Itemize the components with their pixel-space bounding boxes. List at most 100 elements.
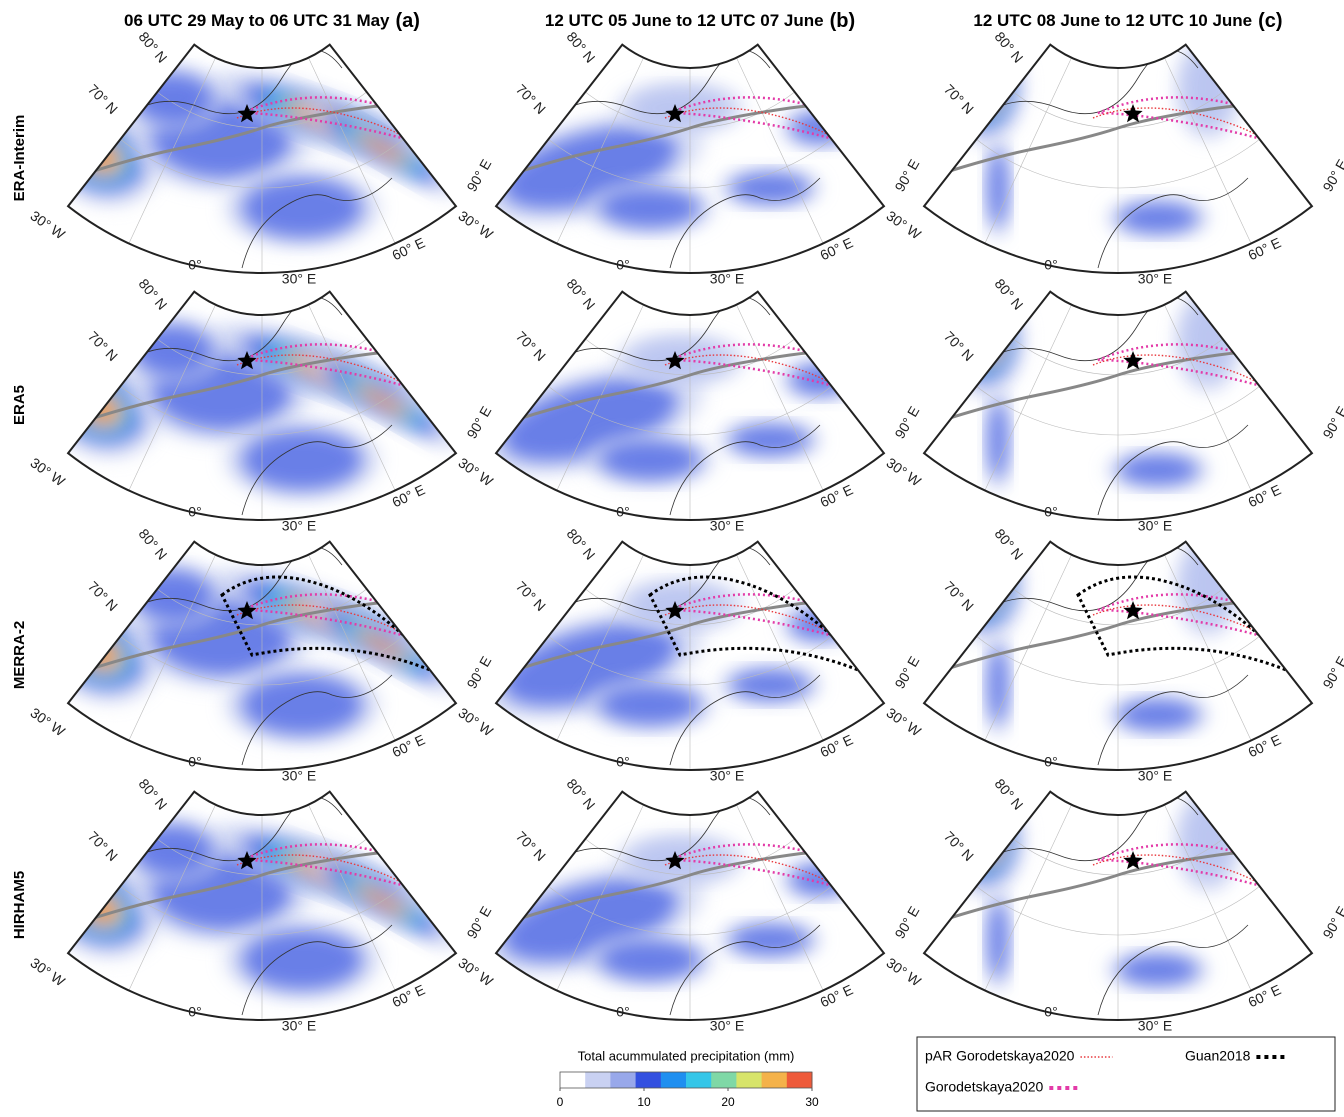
map-label: 90° E xyxy=(891,403,922,441)
map-label: 30° W xyxy=(27,704,68,740)
station-star xyxy=(1123,351,1143,370)
map-label: 30° W xyxy=(27,454,68,490)
map-label: 0° xyxy=(188,504,201,520)
station-star xyxy=(1123,601,1143,620)
map-label: 30° E xyxy=(710,1018,744,1034)
map-content xyxy=(68,291,456,520)
map-label: 70° N xyxy=(513,828,549,864)
graticule xyxy=(924,44,1312,189)
coastline xyxy=(669,674,821,766)
map-label: 30° E xyxy=(710,768,744,784)
map-label: 80° N xyxy=(136,526,171,563)
precip-core xyxy=(988,400,1008,480)
map-label: 30° E xyxy=(1138,518,1172,534)
precip-core xyxy=(132,325,212,375)
station-star xyxy=(237,351,257,370)
map-frame xyxy=(66,43,458,274)
map-content xyxy=(496,541,884,770)
map-label: 70° N xyxy=(941,328,977,364)
map-label: 30° E xyxy=(1138,271,1172,287)
colorbar-swatch xyxy=(560,1072,586,1088)
map-label: 90° E xyxy=(891,903,922,941)
precip-core xyxy=(1269,354,1307,386)
map-label: 80° N xyxy=(992,776,1027,813)
colorbar-tick-label: 0 xyxy=(557,1095,564,1109)
map-panel: 80° N70° N30° W0°30° E60° E90° E xyxy=(883,276,1344,534)
graticule xyxy=(924,291,1312,436)
map-panel: 80° N70° N30° W0°30° E60° E90° E xyxy=(883,776,1344,1034)
map-label: 30° E xyxy=(282,518,316,534)
graticule xyxy=(68,44,456,189)
map-frame xyxy=(494,540,886,771)
map-panel: 80° N70° N30° W0°30° E60° E90° E xyxy=(883,29,1344,287)
coastline xyxy=(241,177,393,269)
map-label: 0° xyxy=(188,754,201,770)
precip-core xyxy=(1118,955,1198,985)
row-label: HIRHAM5 xyxy=(11,871,28,939)
graticule xyxy=(496,44,884,189)
station-star xyxy=(237,104,257,123)
graticule xyxy=(68,541,456,686)
precip-core xyxy=(600,440,700,480)
map-label: 80° N xyxy=(992,526,1027,563)
map-label: 70° N xyxy=(513,578,549,614)
map-label: 0° xyxy=(1044,504,1057,520)
map-label: 30° E xyxy=(710,518,744,534)
precip-core xyxy=(242,430,362,490)
map-label: 0° xyxy=(616,257,629,273)
map-label: 70° N xyxy=(85,828,121,864)
graticule xyxy=(496,791,884,936)
row-label: ERA-Interim xyxy=(11,115,28,202)
precip-field xyxy=(1263,349,1312,391)
map-label: 80° N xyxy=(564,276,599,313)
precip-core xyxy=(242,178,362,238)
precip-core xyxy=(1118,700,1198,730)
map-label: 30° W xyxy=(455,207,496,243)
precip-core xyxy=(1118,203,1198,233)
map-label: 30° E xyxy=(1138,1018,1172,1034)
map-panel: 80° N70° N30° W0°30° E60° E90° E xyxy=(455,276,922,534)
map-label: 80° N xyxy=(136,776,171,813)
map-label: 90° E xyxy=(891,653,922,691)
map-panel: 80° N70° N30° W0°30° E60° E90° E xyxy=(27,276,494,534)
map-label: 30° W xyxy=(883,954,924,990)
graticule xyxy=(308,554,396,741)
map-frame xyxy=(66,290,458,521)
graticule xyxy=(308,57,396,244)
station-star xyxy=(665,104,685,123)
map-label: 80° N xyxy=(564,526,599,563)
map-label: 0° xyxy=(616,754,629,770)
precip-core xyxy=(600,188,700,228)
map-label: 30° E xyxy=(282,1018,316,1034)
column-label: (c) xyxy=(1258,10,1282,32)
colorbar-swatch xyxy=(736,1072,763,1088)
colorbar-swatch xyxy=(786,1072,813,1088)
colorbar-swatch xyxy=(761,1072,788,1088)
graticule xyxy=(736,304,824,491)
graticule xyxy=(736,57,824,244)
map-label: 90° E xyxy=(1319,156,1344,194)
coastline xyxy=(1097,674,1249,766)
map-panel: 80° N70° N30° W0°30° E60° E90° E xyxy=(455,776,922,1034)
map-label: 0° xyxy=(188,257,201,273)
precip-core xyxy=(1183,300,1233,380)
map-label: 70° N xyxy=(513,81,549,117)
map-frame xyxy=(494,790,886,1021)
map-label: 80° N xyxy=(564,776,599,813)
map-label: 90° E xyxy=(463,903,494,941)
graticule xyxy=(736,804,824,991)
precip-core xyxy=(730,925,810,955)
colorbar-swatch xyxy=(686,1072,712,1088)
map-label: 0° xyxy=(188,1004,201,1020)
map-frame xyxy=(494,43,886,274)
column-label: (a) xyxy=(396,10,420,32)
map-label: 30° E xyxy=(1138,768,1172,784)
precip-core xyxy=(600,940,700,980)
map-label: 80° N xyxy=(992,29,1027,66)
map-frame xyxy=(922,43,1314,274)
graticule xyxy=(308,804,396,991)
map-label: 0° xyxy=(616,504,629,520)
map-panel: 80° N70° N30° W0°30° E60° E90° E xyxy=(27,29,494,287)
map-content xyxy=(496,44,884,273)
coastline xyxy=(669,177,821,269)
